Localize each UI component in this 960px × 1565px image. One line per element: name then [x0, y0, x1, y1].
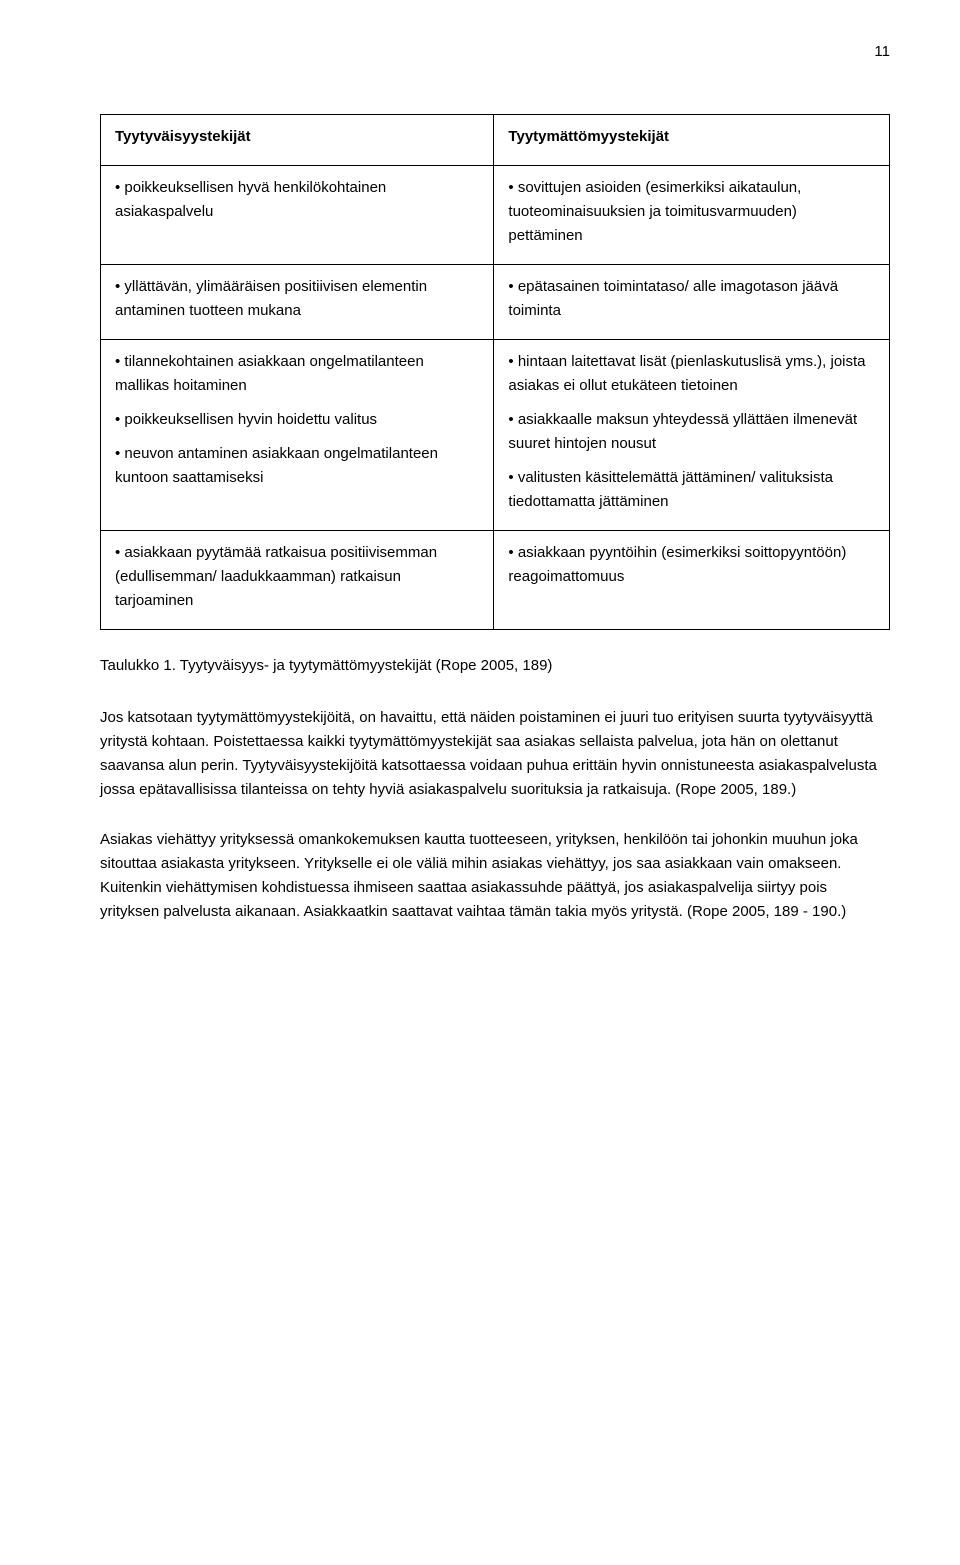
cell-left: • tilannekohtainen asiakkaan ongelmatila…: [101, 340, 494, 531]
col-header-left: Tyytyväisyystekijät: [101, 115, 494, 166]
table-row: • asiakkaan pyytämää ratkaisua positiivi…: [101, 531, 890, 630]
body-paragraph: Jos katsotaan tyytymättömyystekijöitä, o…: [100, 706, 890, 802]
page-container: 11 Tyytyväisyystekijät Tyytymättömyystek…: [0, 0, 960, 1000]
bullet-item: • tilannekohtainen asiakkaan ongelmatila…: [115, 350, 479, 398]
bullet-item: • poikkeuksellisen hyvin hoidettu valitu…: [115, 408, 479, 432]
cell-right: • epätasainen toimintataso/ alle imagota…: [494, 265, 890, 340]
cell-left: • yllättävän, ylimääräisen positiivisen …: [101, 265, 494, 340]
table-row: Tyytyväisyystekijät Tyytymättömyystekijä…: [101, 115, 890, 166]
cell-right: • sovittujen asioiden (esimerkiksi aikat…: [494, 166, 890, 265]
bullet-item: • neuvon antaminen asiakkaan ongelmatila…: [115, 442, 479, 490]
table-row: • poikkeuksellisen hyvä henkilökohtainen…: [101, 166, 890, 265]
factors-table: Tyytyväisyystekijät Tyytymättömyystekijä…: [100, 114, 890, 630]
bullet-item: • asiakkaalle maksun yhteydessä yllättäe…: [508, 408, 875, 456]
body-paragraph: Asiakas viehättyy yrityksessä omankokemu…: [100, 828, 890, 924]
bullet-item: • valitusten käsittelemättä jättäminen/ …: [508, 466, 875, 514]
cell-right: • hintaan laitettavat lisät (pienlaskutu…: [494, 340, 890, 531]
table-row: • tilannekohtainen asiakkaan ongelmatila…: [101, 340, 890, 531]
cell-right: • asiakkaan pyyntöihin (esimerkiksi soit…: [494, 531, 890, 630]
cell-left: • poikkeuksellisen hyvä henkilökohtainen…: [101, 166, 494, 265]
cell-left: • asiakkaan pyytämää ratkaisua positiivi…: [101, 531, 494, 630]
col-header-right: Tyytymättömyystekijät: [494, 115, 890, 166]
table-caption: Taulukko 1. Tyytyväisyys- ja tyytymättöm…: [100, 654, 890, 678]
page-number: 11: [100, 40, 890, 64]
table-row: • yllättävän, ylimääräisen positiivisen …: [101, 265, 890, 340]
bullet-item: • hintaan laitettavat lisät (pienlaskutu…: [508, 350, 875, 398]
